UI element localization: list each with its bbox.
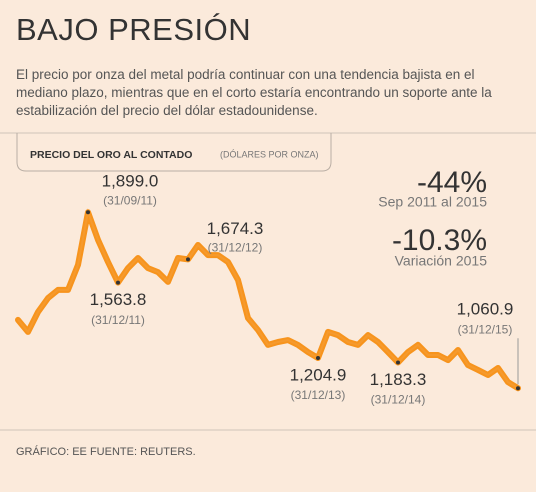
date-label: (31/12/13): [291, 388, 346, 402]
stat-value: -44%: [417, 166, 487, 199]
stat-label: Sep 2011 al 2015: [378, 194, 487, 210]
title: BAJO PRESIÓN: [16, 12, 252, 47]
source: GRÁFICO: EE FUENTE: REUTERS.: [16, 445, 196, 458]
value-label: 1,204.9: [290, 365, 347, 384]
value-label: 1,674.3: [207, 219, 264, 238]
point-marker: [516, 386, 520, 391]
date-label: (31/09/11): [103, 193, 157, 207]
price-line-texture: [17, 208, 519, 390]
value-label: 1,183.3: [370, 370, 427, 389]
stat-label: Variación 2015: [395, 253, 488, 269]
point-marker: [116, 280, 120, 285]
point-marker: [316, 355, 320, 360]
label-box: [16, 133, 332, 172]
subtitle: El precio por onza del metal podría cont…: [16, 67, 492, 118]
date-label: (31/12/15): [458, 322, 513, 336]
point-marker: [186, 257, 190, 262]
date-label: (31/12/12): [208, 241, 263, 255]
point-marker: [86, 210, 90, 215]
value-label: 1,563.8: [90, 290, 147, 309]
unit-label: (DÓLARES POR ONZA): [220, 149, 319, 159]
point-marker: [396, 360, 400, 365]
stat-value: -10.3%: [392, 224, 487, 257]
value-label: 1,899.0: [102, 172, 159, 191]
date-label: (31/12/11): [91, 313, 145, 327]
value-label: 1,060.9: [457, 300, 514, 319]
date-label: (31/12/14): [371, 393, 426, 407]
chart-label: PRECIO DEL ORO AL CONTADO: [30, 149, 192, 161]
